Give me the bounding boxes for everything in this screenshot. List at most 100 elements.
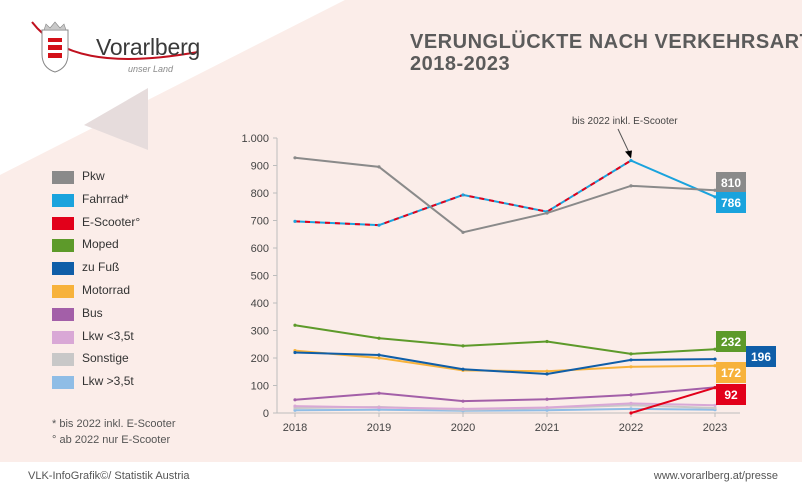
point-lkw-3-5t-2018	[293, 408, 297, 412]
y-tick-label: 300	[251, 326, 269, 338]
end-label-fahrrad: 786	[716, 192, 746, 213]
point-lkw-3-5t-2023	[713, 403, 717, 407]
x-tick-label: 2019	[367, 422, 391, 434]
background-shape	[0, 0, 345, 175]
legend-label: Pkw	[82, 169, 105, 183]
x-tick-label: 2021	[535, 422, 559, 434]
footer-source: VLK-InfoGrafik©/ Statistik Austria	[28, 470, 190, 482]
point-pkw-2020	[461, 230, 465, 234]
point-motorrad-2019	[377, 356, 381, 360]
footnote-fahrrad: * bis 2022 inkl. E-Scooter	[52, 418, 176, 430]
y-tick-label: 1.000	[241, 133, 269, 145]
legend-label: Lkw <3,5t	[82, 328, 134, 343]
series-e-scooter	[629, 386, 717, 415]
legend-swatch	[52, 307, 74, 321]
end-label-box	[716, 192, 746, 213]
point-bus-2020	[461, 399, 465, 403]
series-lkw-3-5t	[293, 401, 717, 411]
legend-label: Motorrad	[82, 282, 131, 297]
decor-triangle	[84, 88, 148, 150]
line-moped	[294, 324, 716, 355]
series-zu-fu	[293, 350, 717, 376]
annotation-text: bis 2022 inkl. E-Scooter	[572, 116, 678, 127]
point-motorrad-2023	[713, 364, 717, 368]
legend-swatch	[52, 330, 74, 344]
point-moped-2018	[293, 323, 297, 327]
point-pkw-2021	[545, 211, 549, 215]
legend-label: Moped	[82, 237, 119, 252]
end-label-value: 810	[721, 176, 741, 190]
legend-swatch	[52, 239, 74, 253]
end-label-value: 786	[721, 196, 741, 210]
y-tick-label: 700	[251, 216, 269, 228]
point-zu-fu-2019	[377, 353, 381, 357]
point-zu-fu-2022	[629, 358, 633, 362]
end-label-box	[716, 362, 746, 383]
point-lkw-3-5t-2022	[629, 401, 633, 405]
y-tick-label: 200	[251, 353, 269, 365]
end-label-value: 172	[721, 366, 741, 380]
point-lkw-3-5t-2020	[461, 407, 465, 411]
end-label-zu-fu: 196	[746, 346, 776, 367]
title-line-1: VERUNGLÜCKTE NACH VERKEHRSART	[410, 31, 802, 53]
end-label-moped: 232	[716, 331, 746, 352]
footer: VLK-InfoGrafik©/ Statistik Austria www.v…	[0, 462, 802, 501]
point-bus-2021	[545, 397, 549, 401]
point-zu-fu-2018	[293, 350, 297, 355]
footnote-escooter: ° ab 2022 nur E-Scooter	[52, 434, 171, 446]
point-motorrad-2022	[629, 365, 633, 369]
legend-swatch	[52, 193, 74, 207]
series-fahrrad	[293, 158, 717, 227]
footnotes: * bis 2022 inkl. E-Scooter ° ab 2022 nur…	[52, 416, 176, 448]
point-lkw-3-5t-2022	[629, 407, 633, 411]
footer-url[interactable]: www.vorarlberg.at/presse	[653, 470, 778, 482]
line-pkw	[294, 156, 716, 234]
y-tick-label: 500	[251, 271, 269, 283]
point-zu-fu-2020	[461, 367, 465, 371]
end-label-e-scooter: 92	[716, 384, 746, 405]
logo-subtitle: unser Land	[128, 64, 174, 74]
x-tick-label: 2022	[619, 422, 643, 434]
line-fahrrad	[294, 159, 716, 227]
line-chart: 0 100 200 300 400 500 600 700 800 900 1.000 2018 201…	[241, 116, 776, 434]
y-tick-label: 100	[251, 381, 269, 393]
chart-title: VERUNGLÜCKTE NACH VERKEHRSART 2018-2023	[410, 31, 802, 75]
point-pkw-2023	[713, 188, 717, 192]
y-tick-label: 0	[263, 408, 269, 420]
point-e-scooter-2023	[713, 386, 717, 390]
series-pkw	[293, 156, 717, 234]
logo-title: Vorarlberg	[96, 34, 201, 60]
point-moped-2020	[461, 344, 465, 348]
annotation: bis 2022 inkl. E-Scooter	[572, 116, 678, 159]
end-label-value: 196	[751, 350, 771, 364]
line-fahrrad-escooter-dashes	[294, 159, 632, 227]
point-bus-2018	[293, 398, 297, 402]
point-bus-2019	[377, 391, 381, 395]
legend-swatch	[52, 262, 74, 276]
legend-swatch	[52, 216, 74, 230]
point-moped-2019	[377, 336, 381, 340]
legend-label: Lkw >3,5t	[82, 374, 134, 389]
point-moped-2023	[713, 347, 717, 351]
point-moped-2022	[629, 352, 633, 356]
y-tick-label: 400	[251, 298, 269, 310]
line-lkw-3-5t	[294, 402, 716, 410]
point-lkw-3-5t-2019	[377, 408, 381, 412]
line-bus	[294, 386, 716, 403]
series-moped	[293, 323, 717, 356]
point-lkw-3-5t-2019	[377, 405, 381, 410]
line-e-scooter	[630, 386, 716, 414]
legend-swatch	[52, 284, 74, 298]
end-label-box	[716, 331, 746, 352]
legend-label: Bus	[82, 305, 103, 320]
point-bus-2022	[629, 393, 633, 397]
legend-label: E-Scooter°	[82, 214, 141, 229]
point-lkw-3-5t-2018	[293, 404, 297, 408]
vorarlberg-coat-of-arms	[31, 21, 199, 73]
point-lkw-3-5t-2021	[545, 408, 549, 412]
point-fahrrad-2019	[377, 223, 381, 227]
end-label-motorrad: 172	[716, 362, 746, 383]
end-label-value: 92	[724, 388, 738, 402]
point-zu-fu-2021	[545, 372, 549, 376]
point-pkw-2022	[629, 184, 633, 188]
